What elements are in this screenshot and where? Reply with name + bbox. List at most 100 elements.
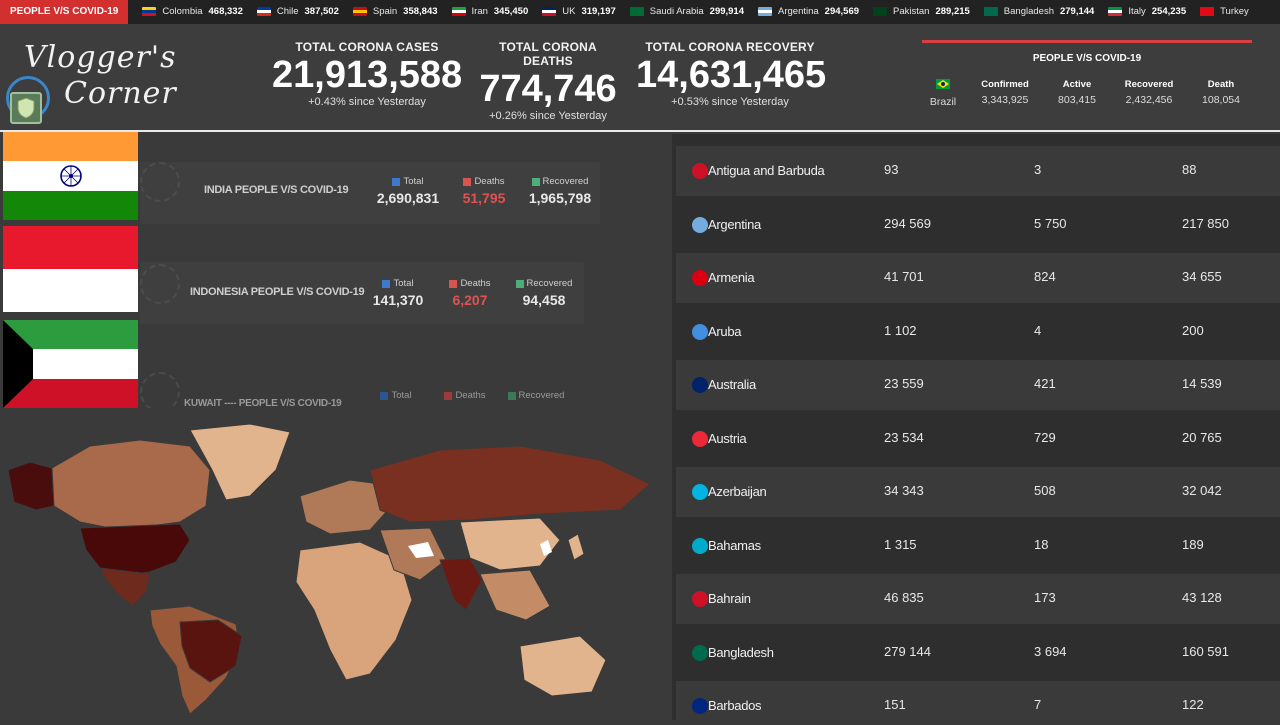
ticker-country: Italy <box>1128 6 1146 17</box>
brazil-panel-title: PEOPLE V/S COVID-19 <box>1032 53 1142 64</box>
confirmed-cell: 23 559 <box>884 376 924 391</box>
total-recovery-stat: TOTAL CORONA RECOVERY 14,631,465 +0.53% … <box>636 40 826 108</box>
world-map[interactable] <box>0 410 668 720</box>
confirmed-cell: 41 701 <box>884 269 924 284</box>
total-deaths-stat: TOTAL CORONA DEATHS 774,746 +0.26% since… <box>476 40 620 122</box>
recovered-cell: 200 <box>1182 322 1204 338</box>
indonesia-total-label: Total <box>393 278 414 289</box>
total-deaths-title: TOTAL CORONA DEATHS <box>499 40 597 68</box>
ticker-bar: PEOPLE V/S COVID-19 Colombia 468,332 Chile… <box>0 0 1280 24</box>
country-name: Aruba <box>708 323 742 339</box>
table-row[interactable]: Argentina 294 569 5 750 217 850 <box>676 199 1280 250</box>
ticker-value: 387,502 <box>304 6 339 17</box>
table-row[interactable]: Bahrain 46 835 173 43 128 <box>676 574 1280 624</box>
brazil-active-label: Active <box>1062 79 1092 90</box>
total-cases-stat: TOTAL CORONA CASES 21,913,588 +0.43% sin… <box>272 40 462 108</box>
ticker-item: Pakistan 289,215 <box>873 6 970 17</box>
brazil-confirmed-value: 3,343,925 <box>981 94 1029 106</box>
ticker-value: 358,843 <box>403 6 438 17</box>
total-recovery-title: TOTAL CORONA RECOVERY <box>645 40 815 54</box>
ticker-value: 279,144 <box>1059 6 1095 17</box>
brazil-active: Active 803,415 <box>1046 79 1108 106</box>
header: Vlogger's Corner TOTAL CORONA CASES 21,9… <box>0 24 1280 132</box>
map-region-india <box>439 557 483 611</box>
ticker-value: 254,235 <box>1151 6 1187 17</box>
ticker-country: Pakistan <box>893 6 930 17</box>
map-region-canada <box>51 439 211 529</box>
brazil-confirmed-label: Confirmed <box>981 79 1029 90</box>
recovered-cell: 34 655 <box>1182 269 1222 284</box>
ticker-country: Saudi Arabia <box>649 6 704 17</box>
map-region-china <box>459 517 561 571</box>
india-total: Total 2,690,831 <box>372 176 444 206</box>
map-region-mexico <box>99 567 151 607</box>
brazil-recovered-value: 2,432,456 <box>1125 94 1173 106</box>
brazil-recovered: Recovered 2,432,456 <box>1116 79 1182 106</box>
confirmed-cell: 151 <box>884 697 906 712</box>
shield-icon <box>10 92 42 124</box>
map-region-australia <box>519 635 607 697</box>
ticker-label: PEOPLE V/S COVID-19 <box>0 0 129 24</box>
recovered-cell: 43 128 <box>1182 590 1222 605</box>
brazil-panel: PEOPLE V/S COVID-19 Brazil Confirmed 3,3… <box>922 40 1252 120</box>
ticker-value: 299,914 <box>709 6 744 17</box>
confirmed-cell: 93 <box>884 162 899 177</box>
brazil-death-value: 108,054 <box>1202 94 1240 106</box>
table-row[interactable]: Bahamas 1 315 18 189 <box>676 520 1280 571</box>
country-name: Australia <box>708 377 756 392</box>
recovered-cell: 160 591 <box>1182 643 1229 659</box>
world-map-svg <box>7 423 651 715</box>
country-flag-icon <box>692 377 708 393</box>
country-flag-icon <box>983 7 998 16</box>
country-flag-icon <box>692 430 708 447</box>
country-flag-icon <box>352 7 367 16</box>
indonesia-deaths-label: Deaths <box>460 278 491 289</box>
recovered-cell: 122 <box>1182 697 1204 712</box>
recovered-dot-icon <box>507 391 516 400</box>
map-region-russia <box>369 445 651 523</box>
brazil-country-name: Brazil <box>929 96 957 108</box>
brazil-confirmed: Confirmed 3,343,925 <box>972 79 1038 106</box>
logo-text: Vlogger's Corner <box>24 40 177 112</box>
deaths-dot-icon <box>463 177 472 186</box>
table-row[interactable]: Austria 23 534 729 20 765 <box>676 413 1280 464</box>
india-card-title: INDIA PEOPLE V/S COVID-19 <box>204 184 349 196</box>
total-dot-icon <box>392 177 401 186</box>
table-row[interactable]: Barbados 151 7 122 <box>676 681 1280 720</box>
brazil-death: Death 108,054 <box>1190 79 1252 106</box>
ticker-item: Spain 358,843 <box>352 6 438 17</box>
ticker-value: 319,197 <box>581 6 616 17</box>
table-row[interactable]: Aruba 1 102 4 200 <box>676 306 1280 357</box>
table-row[interactable]: Armenia 41 701 824 34 655 <box>676 253 1280 303</box>
total-dot-icon <box>382 279 391 288</box>
ticker-item: UK 319,197 <box>542 6 616 17</box>
country-name: Azerbaijan <box>708 484 767 499</box>
deaths-cell: 5 750 <box>1034 215 1067 231</box>
table-row[interactable]: Bangladesh 279 144 3 694 160 591 <box>676 627 1280 678</box>
ticker-country: Argentina <box>778 6 819 17</box>
deaths-cell: 4 <box>1034 322 1042 338</box>
country-flag-icon <box>692 537 708 554</box>
india-deaths: Deaths 51,795 <box>456 176 512 206</box>
table-row[interactable]: Australia 23 559 421 14 539 <box>676 360 1280 410</box>
ticker-value: 345,450 <box>493 6 529 17</box>
india-total-value: 2,690,831 <box>376 190 440 206</box>
total-cases-change: +0.43% since Yesterday <box>308 96 426 108</box>
country-flag-icon <box>692 644 708 661</box>
kuwait-deaths-label: Deaths <box>455 390 486 401</box>
table-row[interactable]: Azerbaijan 34 343 508 32 042 <box>676 467 1280 517</box>
map-region-middle-east <box>379 527 447 581</box>
country-table[interactable]: Antigua and Barbuda 93 3 88 Argentina 294 569… <box>672 134 1280 720</box>
country-flag-icon <box>692 698 708 714</box>
indonesia-deaths: Deaths 6,207 <box>442 278 498 308</box>
ticker-value: 289,215 <box>935 6 970 17</box>
country-flag-icon <box>692 216 708 233</box>
india-recovered-label: Recovered <box>542 176 589 187</box>
indonesia-card-bg <box>140 262 584 324</box>
map-region-africa <box>295 541 413 681</box>
table-row[interactable]: Antigua and Barbuda 93 3 88 <box>676 146 1280 196</box>
recovered-cell: 189 <box>1182 536 1204 552</box>
kuwait-recovered-label: Recovered <box>518 390 565 401</box>
brazil-flag-icon <box>922 79 964 92</box>
ticker-country: Chile <box>276 6 299 17</box>
